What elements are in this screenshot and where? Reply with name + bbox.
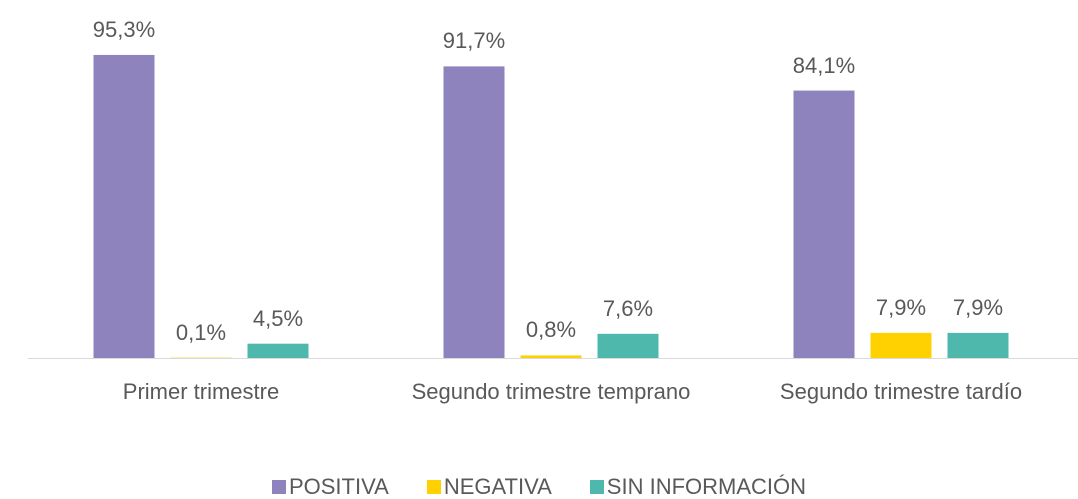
value-label: 7,9% bbox=[952, 294, 1004, 320]
value-label: 7,9% bbox=[875, 294, 927, 320]
legend-label: NEGATIVA bbox=[443, 474, 552, 499]
legend-entry: POSITIVA bbox=[271, 473, 389, 499]
legend-entry: NEGATIVA bbox=[426, 473, 552, 499]
bar bbox=[793, 90, 855, 358]
bar bbox=[597, 333, 659, 358]
bar bbox=[443, 66, 505, 359]
value-label: 0,8% bbox=[525, 317, 577, 343]
value-label: 84,1% bbox=[792, 52, 856, 78]
legend-swatch bbox=[271, 480, 286, 494]
bar bbox=[870, 332, 932, 358]
value-label: 4,5% bbox=[252, 305, 304, 331]
bar bbox=[947, 332, 1009, 358]
legend-swatch bbox=[589, 480, 604, 494]
legend-label: POSITIVA bbox=[288, 474, 389, 499]
bar bbox=[93, 54, 155, 359]
bar bbox=[520, 355, 582, 358]
legend-label: SIN INFORMACIÓN bbox=[606, 474, 807, 499]
x-tick-label: Segundo trimestre tardío bbox=[779, 379, 1023, 404]
value-label: 95,3% bbox=[92, 16, 156, 42]
value-label: 91,7% bbox=[442, 28, 506, 54]
legend-swatch bbox=[426, 480, 441, 494]
legend-entry: SIN INFORMACIÓN bbox=[589, 473, 807, 499]
x-tick-label: Segundo trimestre temprano bbox=[411, 379, 691, 404]
value-label: 0,1% bbox=[175, 319, 227, 345]
x-tick-label: Primer trimestre bbox=[122, 379, 280, 404]
value-label: 7,6% bbox=[602, 295, 654, 321]
bar bbox=[247, 343, 309, 358]
legend: POSITIVA NEGATIVA SIN INFORMACIÓN bbox=[0, 473, 1078, 499]
